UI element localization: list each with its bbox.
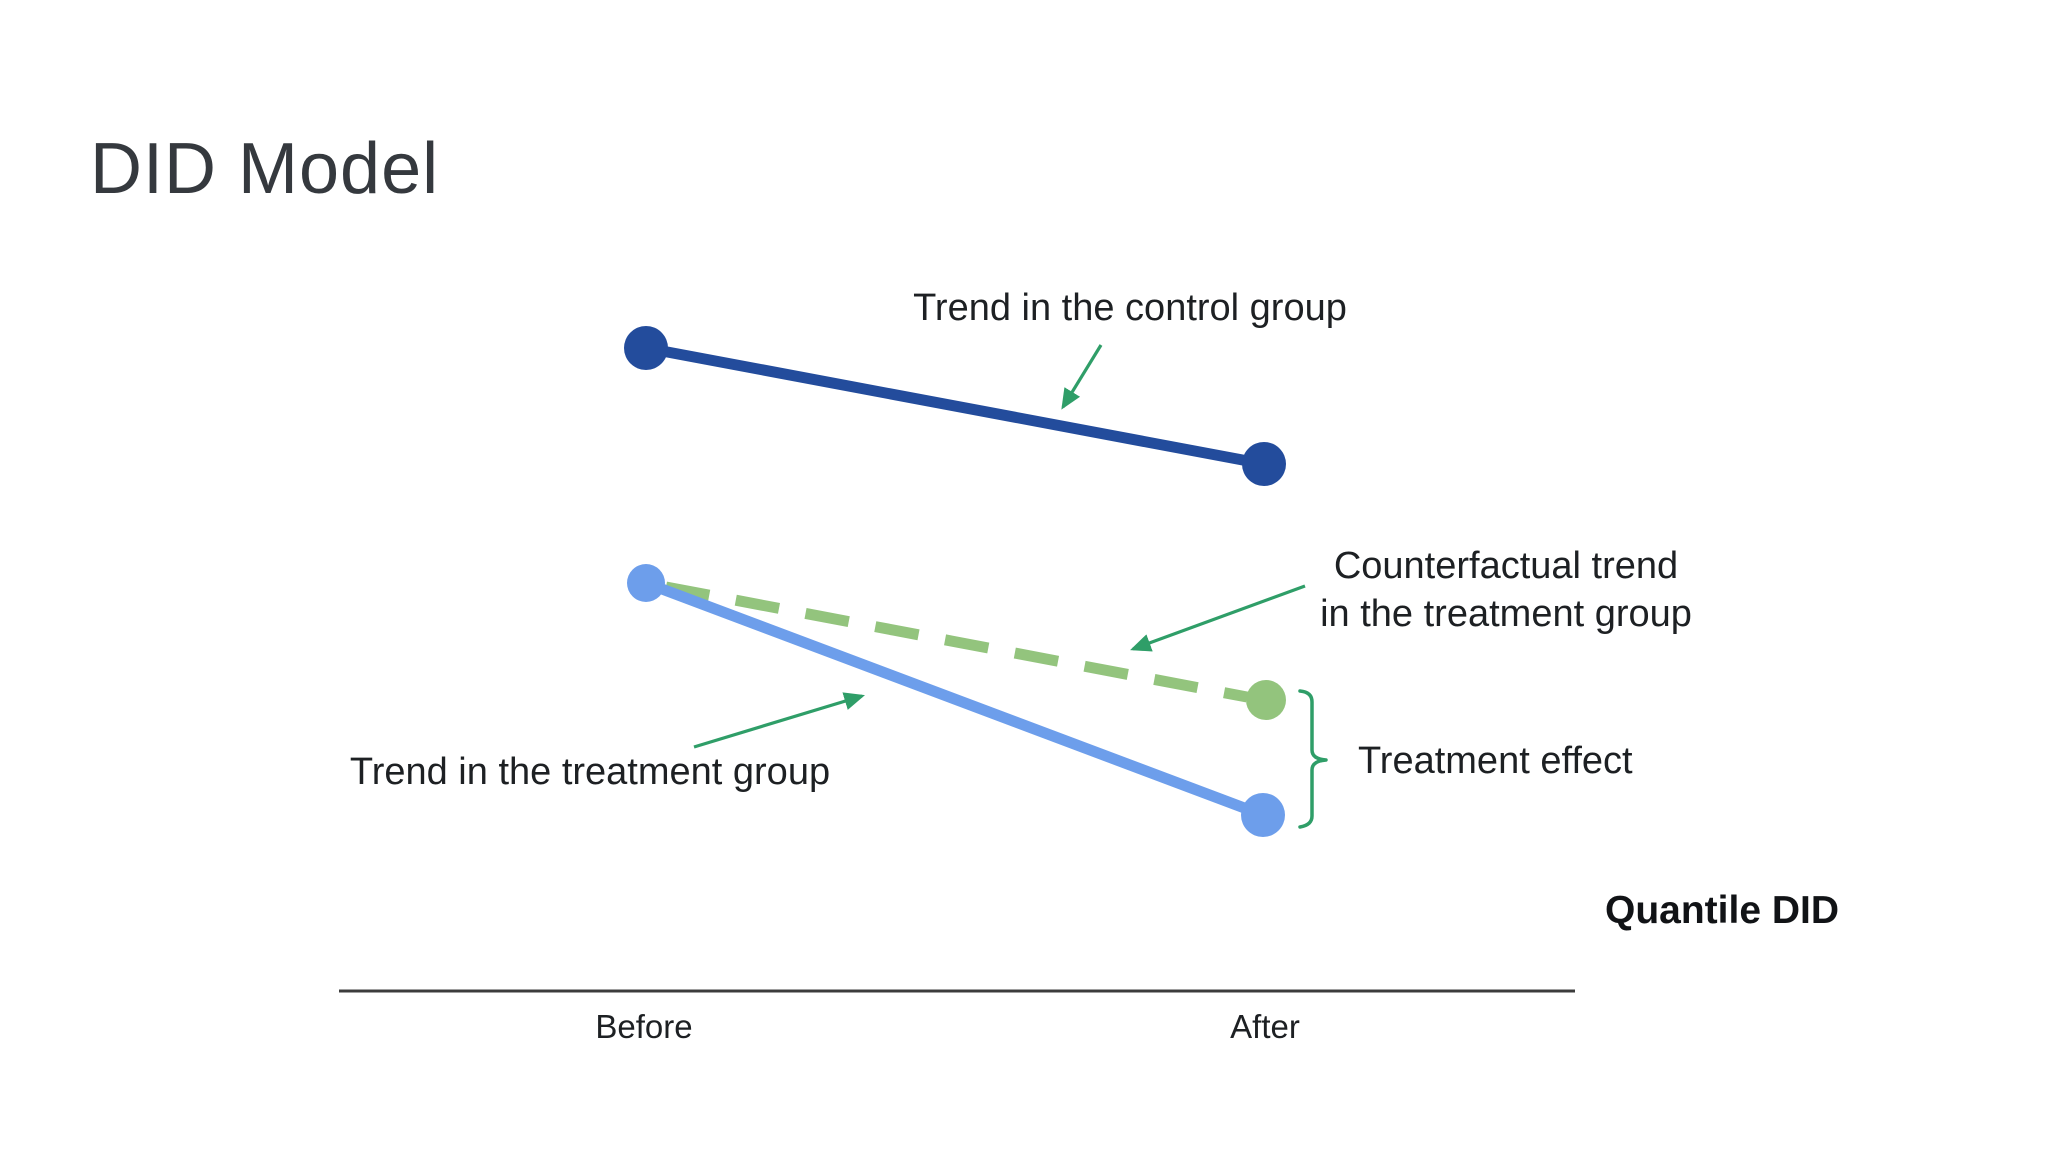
treatment-point-before — [627, 564, 665, 602]
quantile-did-label: Quantile DID — [1605, 889, 1839, 932]
counterfactual-series — [664, 581, 1286, 720]
counterfactual-trend-line — [664, 581, 1249, 703]
counterfactual-trend-arrow-icon — [1130, 584, 1306, 652]
counterfactual-point-after — [1246, 680, 1286, 720]
treatment-effect-bracket-icon — [1298, 689, 1328, 829]
control-trend-line — [644, 342, 1266, 470]
control-point-after — [1242, 442, 1286, 486]
treatment-point-after — [1241, 793, 1285, 837]
control-point-before — [624, 326, 668, 370]
control-trend-arrow-icon — [1061, 344, 1103, 410]
treatment-trend-arrow-icon — [693, 692, 865, 749]
axis-label-before: Before — [595, 1008, 692, 1045]
treatment-effect-label: Treatment effect — [1358, 740, 1633, 782]
treatment-trend-line — [644, 577, 1265, 821]
control-group-series — [624, 326, 1286, 486]
control-trend-label: Trend in the control group — [913, 287, 1347, 329]
counterfactual-trend-label-line2: in the treatment group — [1320, 593, 1692, 635]
slide-title: DID Model — [90, 129, 440, 209]
treatment-group-series — [627, 564, 1285, 837]
counterfactual-trend-label-line1: Counterfactual trend — [1334, 545, 1678, 587]
treatment-trend-label: Trend in the treatment group — [350, 751, 830, 793]
axis-label-after: After — [1230, 1008, 1300, 1045]
